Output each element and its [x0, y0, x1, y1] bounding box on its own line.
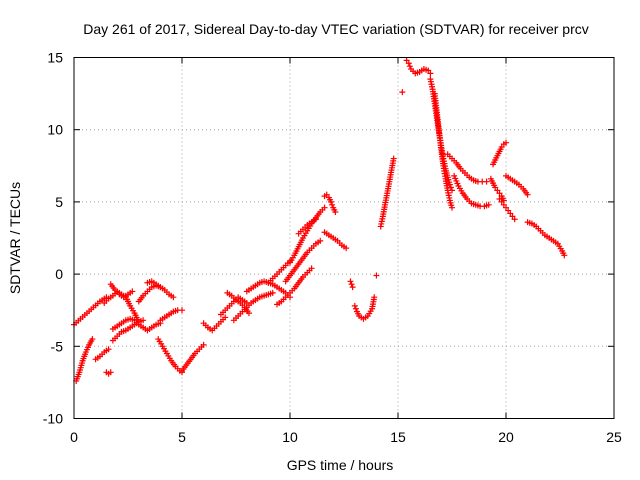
y-tick-labels: -10 -5 0 5 10 15 — [43, 50, 63, 427]
data-point — [317, 237, 324, 244]
y-tick-label: 15 — [47, 50, 63, 66]
y-tick-label: 10 — [47, 122, 63, 138]
y-tick-label: -5 — [51, 338, 64, 354]
data-point — [399, 89, 406, 96]
series-arc-am — [503, 172, 531, 198]
series-arc-ad — [399, 89, 406, 96]
data-point — [343, 245, 350, 252]
data-point — [449, 204, 455, 211]
data-point — [129, 288, 136, 295]
data-point — [222, 314, 229, 321]
series-arc-e — [107, 281, 136, 301]
series-arc-z — [347, 278, 356, 291]
data-point — [245, 310, 252, 317]
data-point — [352, 305, 359, 312]
data-point — [373, 272, 380, 279]
data-point — [332, 209, 339, 216]
y-tick-label: -10 — [43, 411, 63, 427]
series-arc-af — [427, 76, 455, 194]
data-point — [140, 317, 147, 324]
x-tick-label: 0 — [70, 429, 78, 445]
tick-marks — [73, 57, 615, 419]
x-tick-label: 25 — [606, 429, 622, 445]
series-arc-p — [224, 289, 252, 317]
data-point — [312, 216, 319, 223]
x-tick-label: 10 — [282, 429, 298, 445]
series-arc-aa — [351, 294, 378, 322]
x-tick-label: 20 — [498, 429, 514, 445]
data-point — [157, 284, 164, 291]
data-point — [406, 63, 413, 70]
data-point — [321, 204, 328, 211]
series-arc-j — [135, 282, 164, 305]
chart-title: Day 261 of 2017, Sidereal Day-to-day VTE… — [83, 21, 589, 37]
x-tick-label: 15 — [390, 429, 406, 445]
series-arc-h — [109, 317, 147, 344]
series-arc-ae — [403, 57, 434, 77]
data-point — [390, 155, 397, 162]
series-arc-ai — [451, 172, 492, 210]
series-arc-an — [524, 219, 568, 259]
data-point — [427, 70, 434, 77]
y-axis-label: SDTVAR / TECUs — [7, 182, 23, 294]
data-point — [405, 60, 412, 67]
series-arc-al — [496, 196, 518, 223]
data-point — [351, 302, 358, 309]
series-arc-ab — [373, 272, 380, 279]
data-point — [200, 341, 207, 348]
data-point — [347, 278, 354, 285]
y-tick-label: 0 — [55, 266, 63, 282]
series-arc-aj — [490, 139, 509, 168]
data-point — [503, 139, 509, 146]
data-point — [269, 289, 276, 296]
data-point — [328, 198, 335, 205]
data-point — [179, 307, 185, 314]
series-arc-d — [101, 288, 142, 325]
grid — [74, 57, 614, 419]
series-arc-u — [282, 237, 324, 285]
series-arc-a — [71, 294, 110, 328]
data-point — [561, 252, 568, 259]
series-arc-ag — [431, 90, 455, 211]
series-arc-f — [103, 369, 114, 377]
data-point — [329, 201, 336, 208]
series-arc-n — [200, 314, 229, 334]
x-axis-label: GPS time / hours — [287, 457, 394, 473]
data-point — [511, 216, 518, 223]
x-tick-labels: 0 5 10 15 20 25 — [70, 429, 622, 445]
data-point — [89, 336, 96, 343]
data-point — [107, 369, 114, 376]
data-point — [524, 191, 531, 198]
series-arc-k — [157, 307, 185, 324]
data-points — [71, 57, 568, 384]
series-arc-ah — [444, 151, 490, 185]
series-arc-ac — [377, 155, 397, 230]
data-point — [348, 281, 355, 288]
series-arc-c — [92, 346, 112, 363]
y-tick-label: 5 — [55, 194, 63, 210]
data-point — [446, 181, 453, 188]
data-point — [483, 178, 490, 185]
series-arc-x — [321, 191, 339, 216]
series-arc-m — [179, 341, 207, 374]
data-point — [170, 294, 177, 301]
data-point — [485, 201, 492, 208]
x-tick-label: 5 — [178, 429, 186, 445]
data-point — [371, 294, 378, 301]
series-arc-y — [321, 229, 350, 252]
series-arc-w — [295, 216, 319, 237]
series-arc-t — [274, 265, 315, 308]
data-point — [308, 265, 315, 272]
data-point — [105, 346, 112, 353]
plot-frame — [73, 57, 615, 419]
series-arc-q — [230, 289, 276, 324]
series-arc-l — [155, 336, 185, 376]
data-point — [349, 284, 356, 291]
series-arc-b — [73, 336, 96, 384]
